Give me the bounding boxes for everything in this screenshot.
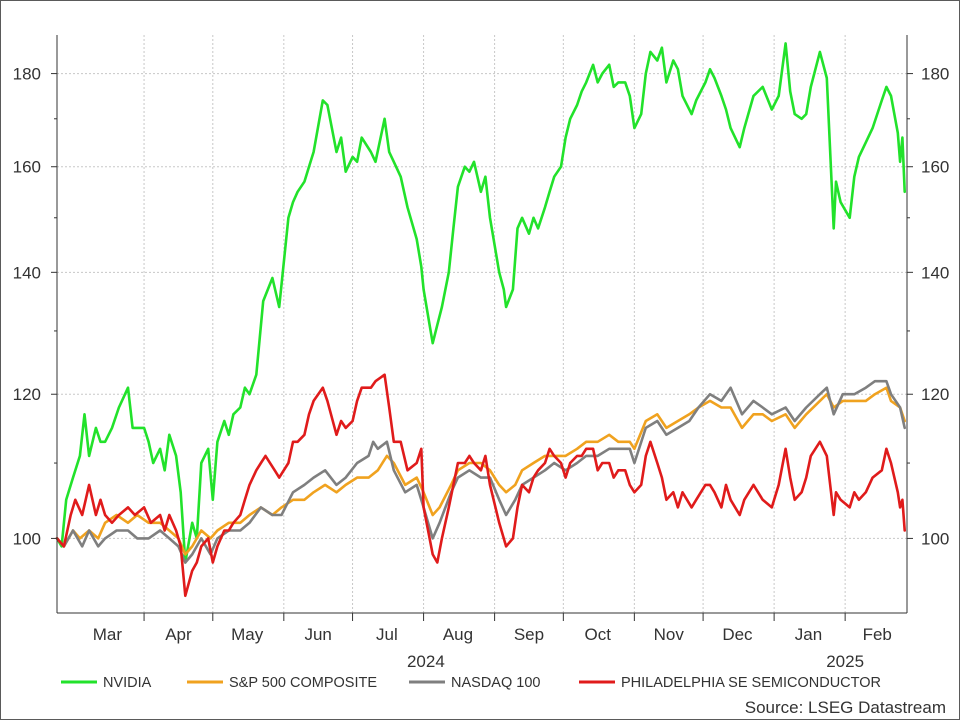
label-layer: 100 100 120 120 140 140 160 160 180 180 Mar Apr May J… [13, 65, 950, 671]
source-note: Source: LSEG Datastream [745, 698, 946, 717]
x-tick-label: Feb [863, 625, 892, 644]
x-tick-label: May [231, 625, 264, 644]
series-line [55, 379, 906, 564]
y-tick-label-right: 140 [921, 263, 949, 282]
legend-label: NASDAQ 100 [451, 675, 540, 691]
x-tick-label: Jun [304, 625, 331, 644]
legend-label: PHILADELPHIA SE SEMICONDUCTOR [621, 675, 881, 691]
legend-label: S&P 500 COMPOSITE [229, 675, 377, 691]
x-tick-label: Jan [795, 625, 822, 644]
y-tick-label-right: 180 [921, 65, 949, 84]
y-tick-label-right: 120 [921, 385, 949, 404]
x-tick-label: Oct [584, 625, 611, 644]
series-line [55, 373, 906, 598]
y-tick-label-right: 160 [921, 158, 949, 177]
y-tick-label-left: 160 [13, 158, 41, 177]
x-tick-label: Dec [722, 625, 753, 644]
legend: NVIDIA S&P 500 COMPOSITE NASDAQ 100 PHILADE… [61, 675, 881, 691]
x-tick-label: Aug [443, 625, 473, 644]
grid-layer [57, 35, 907, 613]
x-tick-label: Sep [514, 625, 544, 644]
year-label: 2025 [826, 652, 864, 671]
x-tick-label: Apr [165, 625, 192, 644]
year-label: 2024 [407, 652, 445, 671]
axis-layer [51, 35, 913, 621]
legend-label: NVIDIA [103, 675, 152, 691]
series-line [55, 42, 906, 564]
y-tick-label-left: 100 [13, 529, 41, 548]
y-tick-label-left: 120 [13, 385, 41, 404]
y-tick-label-right: 100 [921, 529, 949, 548]
series-layer [55, 42, 906, 598]
x-tick-label: Jul [376, 625, 398, 644]
y-tick-label-left: 180 [13, 65, 41, 84]
x-tick-label: Nov [654, 625, 685, 644]
y-tick-label-left: 140 [13, 263, 41, 282]
x-tick-label: Mar [93, 625, 123, 644]
